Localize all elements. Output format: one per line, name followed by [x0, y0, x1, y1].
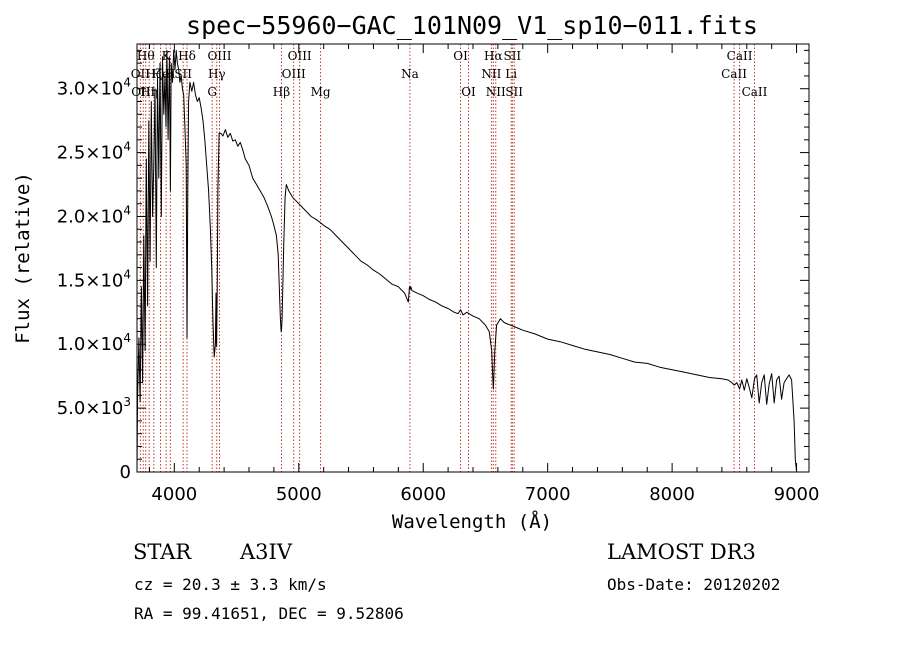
line-labels: OIIOIIIHθHηHζHeKHSIIHδGHγOIIIHβOIIIOIIIM… [131, 49, 768, 99]
coordinates-text: RA = 99.41651, DEC = 9.52806 [134, 604, 404, 623]
line-label-11: Hγ [208, 67, 226, 81]
x-tick-label: 6000 [400, 484, 446, 505]
y-tick-label: 2.5×104 [57, 140, 131, 164]
x-tick-label: 4000 [151, 484, 197, 505]
line-label-27: CaII [727, 49, 753, 63]
y-tick-label: 0 [120, 462, 131, 483]
x-tick-label: 5000 [276, 484, 322, 505]
y-tick-mantissa: 3.0×10 [57, 79, 124, 100]
line-label-24: SII [503, 49, 521, 63]
line-label-25: SII [505, 85, 523, 99]
line-label-2: Hθ [137, 49, 155, 63]
line-markers [139, 44, 755, 472]
x-tick-label: 9000 [774, 484, 820, 505]
line-label-20: NII [481, 67, 501, 81]
line-label-28: CaII [742, 85, 768, 99]
line-label-26: CaII [721, 67, 747, 81]
y-tick-exponent: 3 [123, 395, 131, 409]
object-class: STAR [133, 540, 192, 564]
axes: 4000 5000 6000 7000 8000 900005.0×1031.0×1041… [57, 43, 820, 505]
y-tick-label: 3.0×104 [57, 76, 131, 100]
survey-name: LAMOST DR3 [607, 540, 756, 564]
line-label-8: SII [174, 67, 192, 81]
y-tick-mantissa: 1.5×10 [57, 270, 124, 291]
line-label-9: Hδ [178, 49, 196, 63]
y-tick-mantissa: 2.5×10 [57, 143, 124, 164]
subclass: A3IV [240, 540, 292, 564]
line-label-22: NII [486, 85, 506, 99]
line-label-12: OIII [207, 49, 231, 63]
x-tick-label: 8000 [649, 484, 695, 505]
y-tick-label: 5.0×103 [57, 395, 131, 419]
plot-frame [136, 43, 810, 473]
redshift-text: cz = 20.3 ± 3.3 km/s [134, 575, 327, 594]
line-label-0: OII [131, 67, 151, 81]
obs-date: Obs-Date: 20120202 [607, 575, 781, 594]
y-tick-mantissa: 0 [120, 462, 131, 483]
y-tick-label: 1.0×104 [57, 331, 131, 355]
line-label-17: Na [401, 67, 419, 81]
y-tick-label: 1.5×104 [57, 267, 131, 291]
line-label-10: G [207, 85, 217, 99]
line-label-19: OI [461, 85, 476, 99]
y-tick-exponent: 4 [123, 267, 131, 281]
x-tick-label: 7000 [525, 484, 571, 505]
line-label-14: OIII [282, 67, 306, 81]
data-layer [136, 49, 798, 473]
line-label-21: Hα [484, 49, 503, 63]
line-label-15: OIII [288, 49, 312, 63]
y-tick-exponent: 4 [123, 203, 131, 217]
chart-title: spec−55960−GAC_101N09_V1_sp10−011.fits [186, 11, 758, 40]
line-label-18: OI [453, 49, 468, 63]
y-tick-exponent: 4 [123, 140, 131, 154]
y-tick-exponent: 4 [123, 76, 131, 90]
x-axis-label: Wavelength (Å) [392, 510, 552, 533]
line-label-7: H [165, 67, 175, 81]
y-tick-exponent: 4 [123, 331, 131, 345]
y-axis-label: Flux (relative) [12, 172, 34, 344]
line-label-23: Li [505, 67, 517, 81]
line-label-16: Mg [311, 85, 331, 99]
y-tick-mantissa: 5.0×10 [57, 398, 124, 419]
y-tick-label: 2.0×104 [57, 203, 131, 227]
line-label-13: Hβ [273, 85, 290, 99]
y-tick-mantissa: 1.0×10 [57, 334, 124, 355]
y-tick-mantissa: 2.0×10 [57, 206, 124, 227]
spectrum-line [136, 49, 798, 473]
line-label-4: Hζ [145, 67, 162, 81]
